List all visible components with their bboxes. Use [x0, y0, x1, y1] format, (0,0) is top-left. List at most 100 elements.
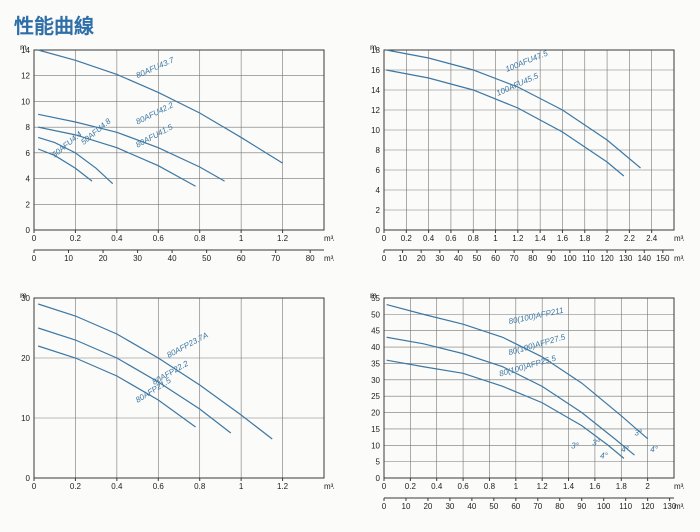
svg-text:1: 1 — [493, 234, 498, 243]
svg-text:40: 40 — [371, 343, 380, 352]
svg-text:0: 0 — [32, 234, 37, 243]
svg-text:0.8: 0.8 — [484, 482, 496, 491]
chart-bottom-right: 0510152025303540455055m00.20.40.60.811.2… — [360, 292, 690, 522]
svg-text:m³/h: m³/h — [674, 254, 684, 263]
curve-80AFP23.7A — [38, 304, 272, 439]
svg-text:120: 120 — [641, 502, 655, 511]
svg-text:0: 0 — [382, 502, 387, 511]
svg-text:60: 60 — [491, 254, 500, 263]
svg-text:m: m — [370, 44, 377, 52]
svg-text:35: 35 — [371, 359, 380, 368]
svg-text:70: 70 — [533, 502, 542, 511]
svg-text:100: 100 — [563, 254, 577, 263]
svg-text:0.4: 0.4 — [111, 482, 123, 491]
svg-text:110: 110 — [619, 502, 632, 511]
svg-text:0.8: 0.8 — [194, 482, 206, 491]
svg-text:60: 60 — [511, 502, 520, 511]
svg-text:0: 0 — [32, 254, 37, 263]
svg-text:50: 50 — [472, 254, 481, 263]
curve-label: 80AFU41.5 — [134, 122, 174, 149]
svg-text:1: 1 — [239, 234, 244, 243]
chart-bottom-left: 0102030m00.20.40.60.811.2 m³/min80AFP23.… — [10, 292, 340, 522]
chart-top-right: 024681012141618m00.20.40.60.811.21.41.61… — [360, 44, 690, 274]
svg-text:40: 40 — [454, 254, 463, 263]
svg-text:5: 5 — [376, 458, 381, 467]
svg-text:0.2: 0.2 — [405, 482, 417, 491]
svg-text:m³/min: m³/min — [324, 482, 334, 491]
svg-text:m³/h: m³/h — [324, 254, 334, 263]
svg-text:50: 50 — [202, 254, 211, 263]
curve-label: 80(100)AFP27.5 — [507, 332, 566, 357]
svg-text:2: 2 — [645, 482, 650, 491]
annotation: 4° — [650, 445, 658, 454]
svg-text:0.6: 0.6 — [153, 482, 165, 491]
svg-text:80: 80 — [555, 502, 564, 511]
svg-text:0.4: 0.4 — [111, 234, 123, 243]
svg-text:70: 70 — [271, 254, 280, 263]
svg-text:2: 2 — [376, 206, 381, 215]
svg-text:60: 60 — [237, 254, 246, 263]
svg-text:0: 0 — [382, 234, 387, 243]
svg-text:1.2: 1.2 — [537, 482, 549, 491]
svg-text:1: 1 — [239, 482, 244, 491]
svg-text:4: 4 — [376, 186, 381, 195]
svg-text:1.4: 1.4 — [563, 482, 575, 491]
svg-text:80: 80 — [528, 254, 537, 263]
svg-text:1.2: 1.2 — [277, 234, 289, 243]
svg-text:120: 120 — [600, 254, 614, 263]
svg-text:50: 50 — [371, 310, 380, 319]
svg-text:6: 6 — [26, 149, 31, 158]
svg-text:1: 1 — [514, 482, 519, 491]
svg-text:m³/min: m³/min — [674, 234, 684, 243]
svg-text:100: 100 — [597, 502, 611, 511]
svg-text:0: 0 — [382, 482, 387, 491]
svg-text:90: 90 — [547, 254, 556, 263]
svg-text:1.4: 1.4 — [535, 234, 547, 243]
curve-label: 80AFP23.7A — [165, 331, 209, 360]
svg-text:4: 4 — [26, 175, 31, 184]
annotation: 3° — [571, 442, 579, 451]
svg-text:0: 0 — [26, 474, 31, 483]
svg-text:12: 12 — [371, 106, 380, 115]
svg-text:10: 10 — [402, 502, 411, 511]
svg-text:20: 20 — [21, 354, 30, 363]
svg-text:50: 50 — [489, 502, 498, 511]
svg-text:0: 0 — [376, 474, 381, 483]
svg-text:m: m — [20, 292, 27, 300]
svg-text:m³/min: m³/min — [674, 482, 684, 491]
svg-text:0.8: 0.8 — [194, 234, 206, 243]
svg-text:1.2: 1.2 — [277, 482, 289, 491]
annotation: 3° — [634, 428, 642, 437]
svg-text:0.2: 0.2 — [70, 482, 82, 491]
svg-text:30: 30 — [371, 376, 380, 385]
svg-text:20: 20 — [371, 409, 380, 418]
curve-label: 100AFU45.5 — [495, 71, 540, 98]
svg-text:m³/h: m³/h — [674, 502, 684, 511]
curve-label: 80(100)AFP25.5 — [498, 353, 557, 378]
svg-text:8: 8 — [26, 123, 31, 132]
svg-text:0: 0 — [382, 254, 387, 263]
svg-text:m: m — [20, 44, 27, 52]
svg-text:30: 30 — [133, 254, 142, 263]
svg-text:16: 16 — [371, 66, 380, 75]
svg-text:0.6: 0.6 — [458, 482, 470, 491]
svg-text:0.8: 0.8 — [468, 234, 480, 243]
svg-text:6: 6 — [376, 166, 381, 175]
svg-text:0.4: 0.4 — [431, 482, 443, 491]
svg-text:0.6: 0.6 — [153, 234, 165, 243]
svg-text:14: 14 — [371, 86, 380, 95]
svg-text:1.8: 1.8 — [616, 482, 628, 491]
page-title: 性能曲線 — [14, 10, 690, 39]
svg-text:150: 150 — [656, 254, 670, 263]
svg-text:m³/min: m³/min — [324, 234, 334, 243]
svg-text:130: 130 — [619, 254, 633, 263]
annotation: 3° — [592, 438, 600, 447]
annotation: 4° — [621, 445, 629, 454]
svg-text:110: 110 — [582, 254, 595, 263]
svg-text:2.4: 2.4 — [646, 234, 658, 243]
svg-text:20: 20 — [417, 254, 426, 263]
svg-text:80: 80 — [306, 254, 315, 263]
curve-50AFU4.4 — [38, 149, 92, 181]
svg-text:40: 40 — [168, 254, 177, 263]
svg-text:0.2: 0.2 — [70, 234, 82, 243]
